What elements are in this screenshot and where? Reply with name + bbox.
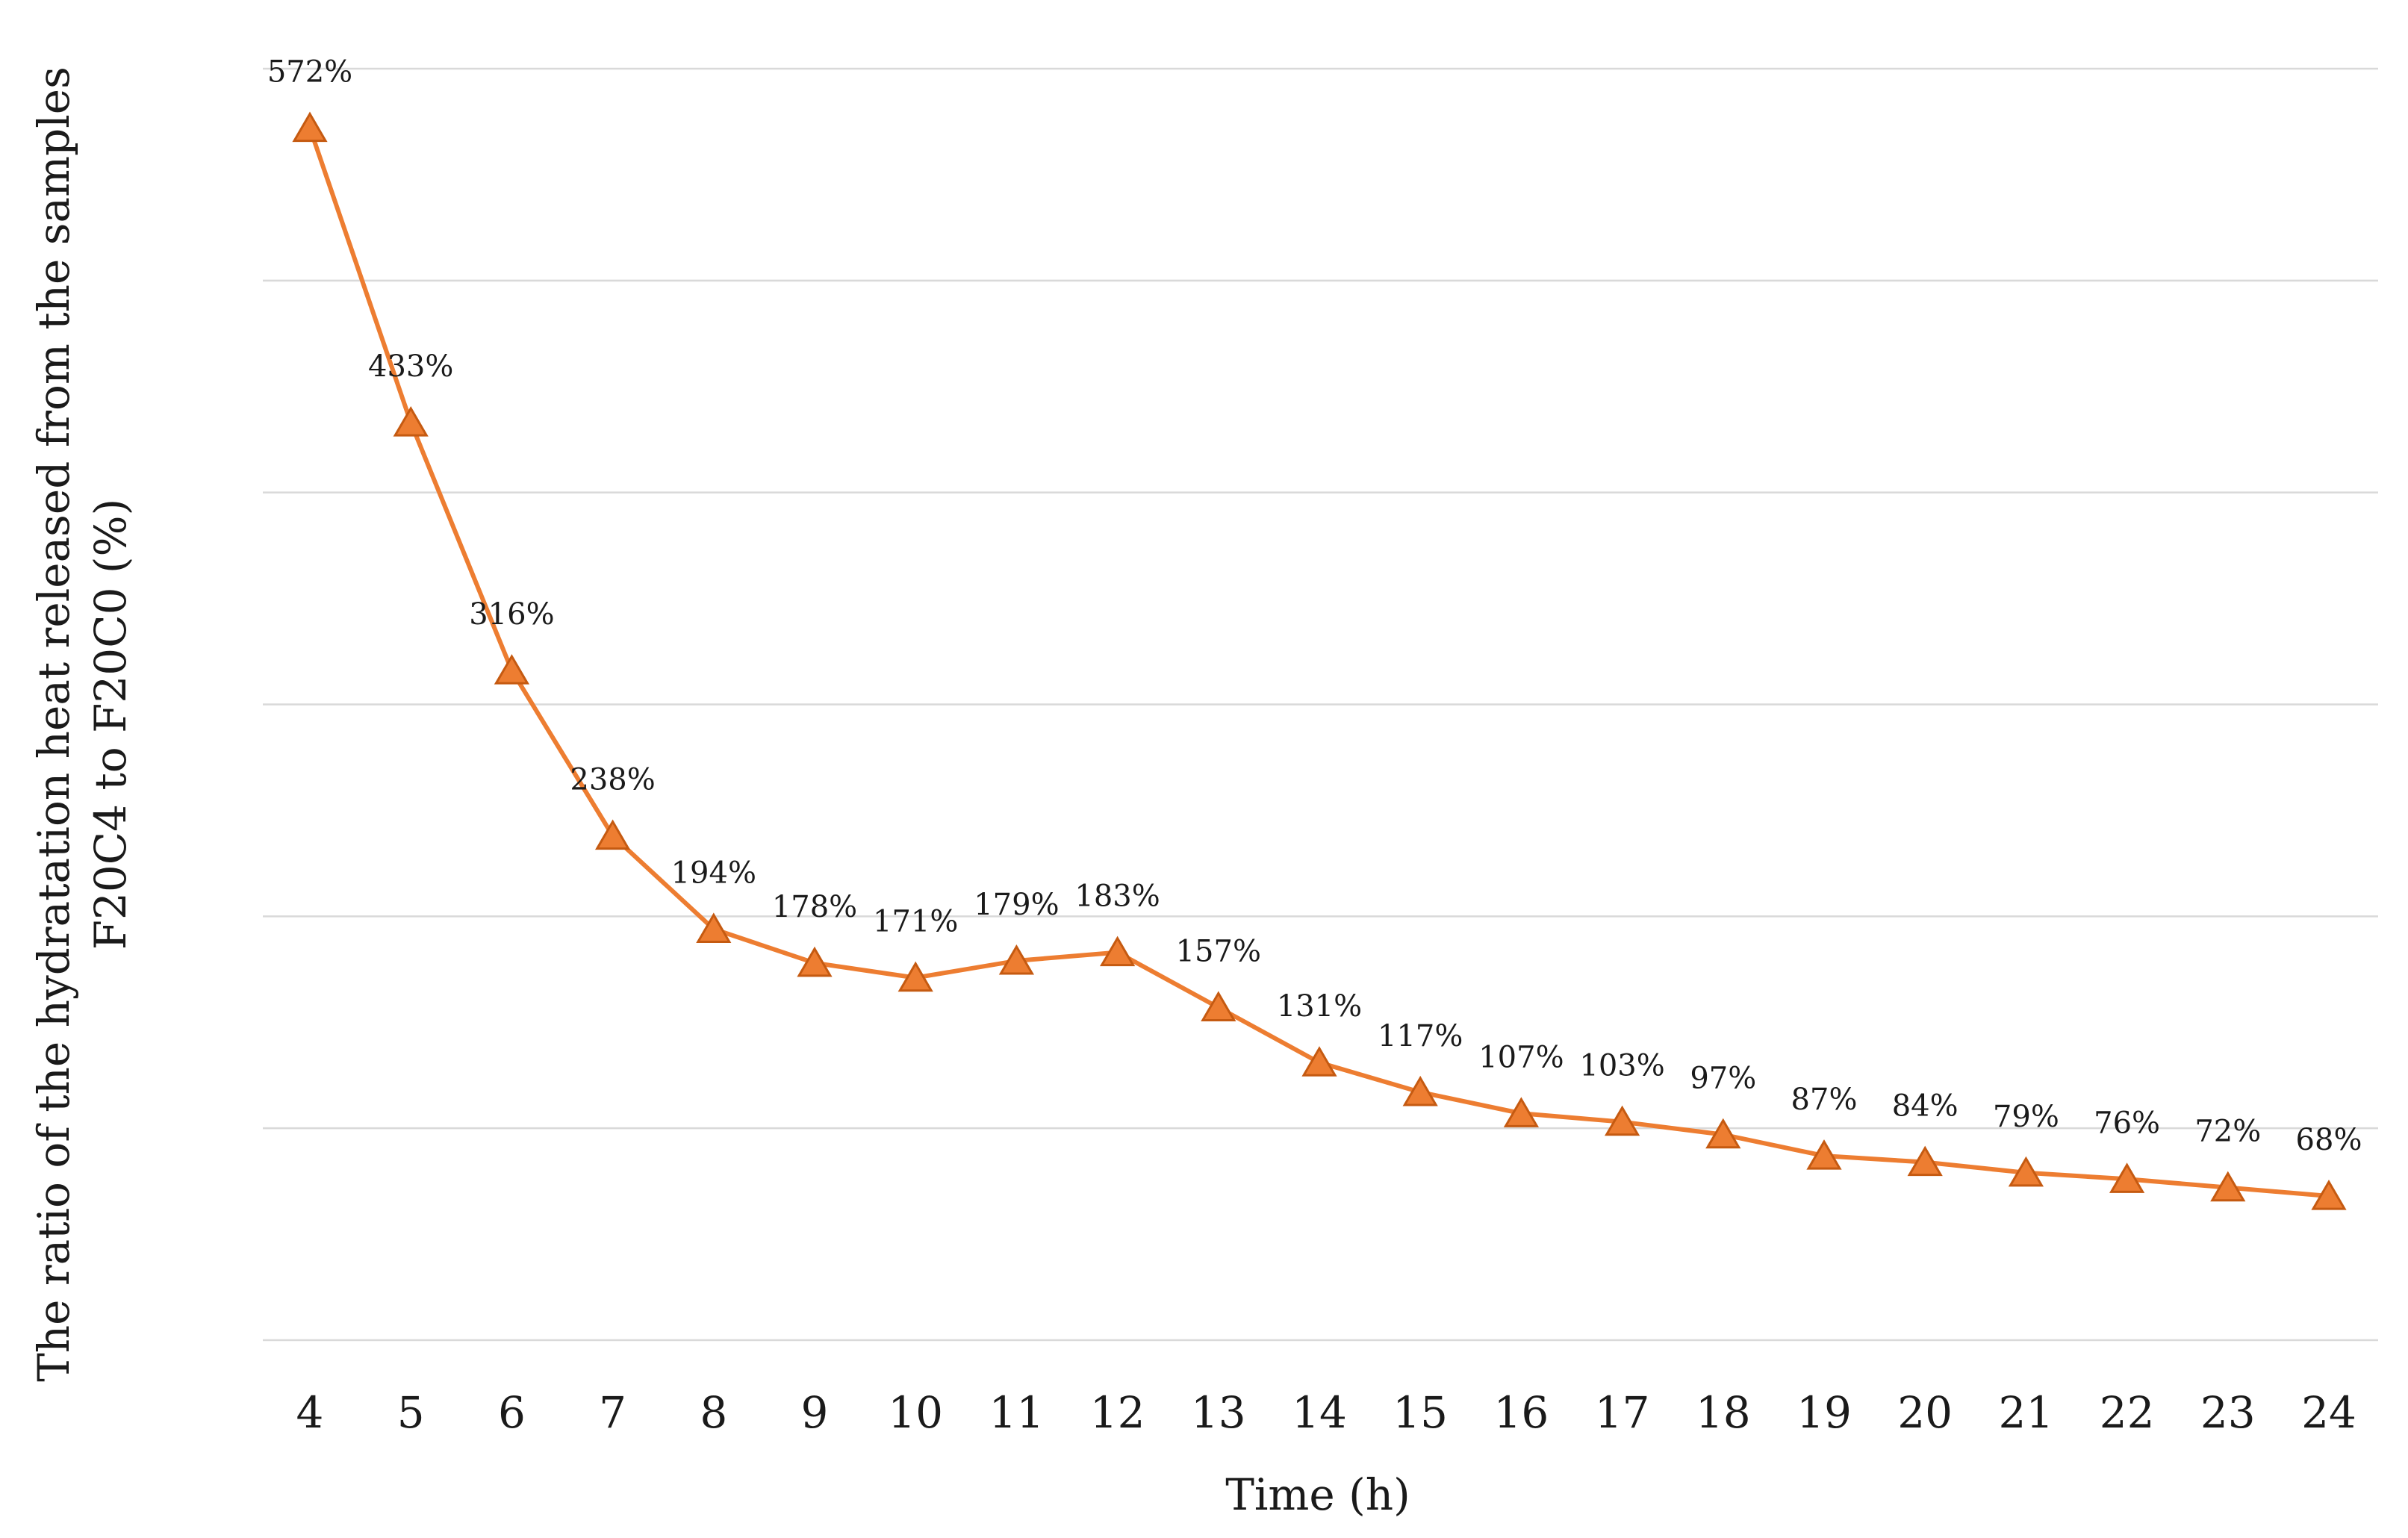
x-tick-label: 5 <box>397 1387 425 1438</box>
x-axis-title: Time (h) <box>1225 1469 1410 1520</box>
data-point-marker <box>1806 1139 1842 1170</box>
x-tick-label: 23 <box>2200 1387 2256 1438</box>
data-point-marker <box>1604 1105 1640 1136</box>
x-tick-label: 18 <box>1696 1387 1751 1438</box>
x-tick-label: 9 <box>801 1387 829 1438</box>
data-label: 84% <box>1892 1089 1959 1124</box>
data-label: 171% <box>873 905 958 939</box>
x-tick-label: 17 <box>1595 1387 1650 1438</box>
data-point-marker <box>1099 935 1136 967</box>
data-label: 433% <box>368 349 453 384</box>
x-tick-label: 13 <box>1191 1387 1246 1438</box>
data-point-marker <box>797 946 833 977</box>
data-point-marker <box>897 961 933 992</box>
data-labels: 572% 433% 316% 238% 194% 178% 171% 179% 183% 157%… <box>267 55 2362 1157</box>
data-point-marker <box>1402 1075 1438 1106</box>
data-point-marker <box>1301 1046 1337 1077</box>
data-label: 76% <box>2094 1106 2160 1140</box>
series-line <box>308 127 2330 1198</box>
data-point-marker <box>1201 991 1236 1021</box>
data-label: 79% <box>1993 1100 2059 1134</box>
x-tick-label: 19 <box>1796 1387 1852 1438</box>
x-tick-label: 4 <box>296 1387 324 1438</box>
data-label: 179% <box>974 888 1059 922</box>
x-tick-label: 10 <box>888 1387 943 1438</box>
data-label: 107% <box>1478 1040 1564 1074</box>
data-label: 87% <box>1791 1083 1858 1117</box>
x-tick-label: 15 <box>1393 1387 1448 1438</box>
data-point-marker <box>494 654 530 685</box>
data-point-marker <box>292 111 328 143</box>
data-label: 117% <box>1378 1019 1463 1053</box>
y-axis-title-line2: F20C4 to F20C0 (%) <box>85 499 136 950</box>
data-point-marker <box>1705 1118 1741 1149</box>
data-label: 178% <box>772 890 857 924</box>
x-tick-label: 8 <box>700 1387 727 1438</box>
data-label: 238% <box>570 762 655 797</box>
data-point-marker <box>2008 1156 2044 1187</box>
data-point-marker <box>393 406 429 437</box>
data-label: 194% <box>671 856 756 890</box>
data-point-marker <box>2311 1180 2347 1210</box>
data-point-marker <box>998 944 1035 975</box>
y-axis-title-line1: The ratio of the hydratation heat releas… <box>28 66 79 1382</box>
x-tick-label: 16 <box>1493 1387 1549 1438</box>
data-label: 157% <box>1176 934 1261 968</box>
data-point-marker <box>594 819 631 850</box>
x-tick-label: 6 <box>498 1387 526 1438</box>
x-tick-label: 12 <box>1090 1387 1145 1438</box>
data-point-marker <box>1503 1097 1540 1127</box>
x-tick-label: 20 <box>1897 1387 1953 1438</box>
data-label: 316% <box>469 597 554 632</box>
data-point-marker <box>2210 1171 2246 1202</box>
data-point-marker <box>1907 1145 1943 1177</box>
data-label: 68% <box>2296 1123 2362 1157</box>
x-tick-label: 22 <box>2100 1387 2155 1438</box>
x-tick-label: 24 <box>2301 1387 2356 1438</box>
data-label: 183% <box>1074 879 1160 914</box>
data-point-marker <box>696 912 732 943</box>
data-label: 103% <box>1579 1049 1664 1083</box>
x-tick-label: 21 <box>1998 1387 2053 1438</box>
x-axis-ticks: 4 5 6 7 8 9 10 11 12 13 14 15 16 17 18 19 20 21 22 23 24 <box>296 1387 2356 1438</box>
x-tick-label: 11 <box>989 1387 1044 1438</box>
data-label: 72% <box>2194 1115 2261 1149</box>
data-label: 97% <box>1690 1062 1756 1096</box>
data-point-marker <box>2109 1162 2145 1193</box>
data-label: 572% <box>267 55 352 89</box>
x-tick-label: 14 <box>1292 1387 1347 1438</box>
data-label: 131% <box>1277 989 1362 1024</box>
gridlines <box>263 67 2378 1342</box>
x-tick-label: 7 <box>599 1387 626 1438</box>
data-markers <box>292 111 2347 1210</box>
